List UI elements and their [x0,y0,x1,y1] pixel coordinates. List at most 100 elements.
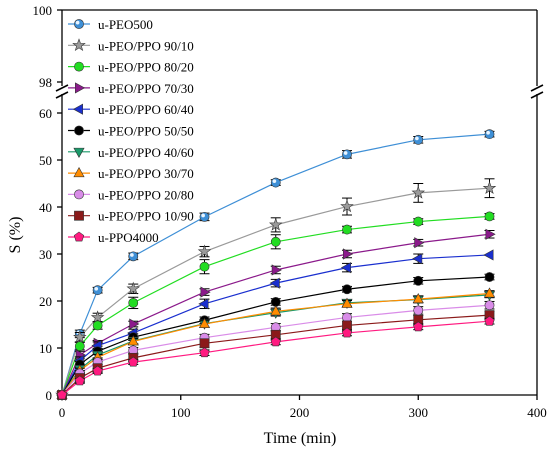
legend-marker-highlight [75,20,80,25]
data-point [484,300,495,311]
data-point [412,292,424,304]
data-point [270,297,281,307]
data-point [128,356,139,367]
x-tick-label-300: 300 [409,405,429,420]
data-point [413,134,424,145]
data-point [92,365,103,376]
data-point [482,181,497,194]
legend-label: u-PEO/PPO 40/60 [98,145,194,160]
x-tick-label-100: 100 [171,405,191,420]
data-point [342,284,352,295]
data-point [340,262,351,274]
series-8 [56,287,496,399]
y-tick-label-40: 40 [39,200,52,215]
data-point [413,216,424,227]
data-point [341,327,353,338]
data-point [199,261,210,272]
legend-marker [74,19,84,29]
legend-label: u-PEO/PPO 30/70 [98,166,194,181]
data-point [127,335,139,346]
y-tick-label-98: 98 [39,75,52,90]
data-point-highlight [415,136,419,141]
legend-item-6: u-PEO/PPO 50/50 [68,124,194,139]
legend-item-9: u-PEO/PPO 20/80 [68,187,194,202]
data-point [484,129,495,140]
data-point [90,310,105,324]
data-point [341,297,353,308]
data-point [199,211,210,222]
y-axis-title: S (%) [7,217,24,254]
legend-item-7: u-PEO/PPO 40/60 [68,145,194,160]
data-point-highlight [130,253,134,257]
data-point-highlight [343,151,348,155]
legend-marker [75,82,86,94]
legend-marker [72,38,86,52]
data-point [128,251,139,262]
y-tick-label-100: 100 [33,3,53,18]
data-point [198,317,211,329]
y-tick-label-60: 60 [39,106,52,121]
data-point [74,375,85,386]
legend-label: u-PEO/PPO 90/10 [98,38,194,53]
legend-marker [73,147,85,158]
data-point-highlight [94,286,99,291]
data-point [129,318,140,330]
legend-marker [74,189,84,200]
legend-label: u-PEO/PPO 50/50 [98,124,194,139]
data-point [483,249,494,261]
series-11 [56,315,495,400]
data-point [342,224,352,235]
x-axis-title: Time (min) [264,430,337,447]
data-point [199,338,210,349]
legend-label: u-PEO/PPO 20/80 [98,187,194,202]
data-point-highlight [201,213,205,218]
legend-item-1: u-PEO500 [68,17,153,32]
series-10 [57,310,495,400]
x-ticks: 0 100 200 300 400 [59,395,547,420]
data-point [485,228,496,240]
data-point [268,217,283,231]
data-point [413,321,424,332]
break-mark-right-upper [530,84,544,92]
x-tick-label-400: 400 [527,405,547,420]
legend-item-3: u-PEO/PPO 80/20 [68,60,194,75]
legend-label: u-PEO/PPO 10/90 [98,209,194,224]
data-point [56,389,68,400]
data-point [411,185,426,199]
data-point [199,347,210,358]
y-tick-label-20: 20 [39,294,52,309]
data-point [270,305,282,316]
data-point [74,341,85,352]
data-point [270,236,281,247]
data-point [73,330,87,343]
data-point [270,177,281,188]
legend-marker [74,210,84,221]
y-tick-label-50: 50 [39,153,52,168]
data-point [92,320,103,331]
legend-item-8: u-PEO/PPO 30/70 [68,166,194,181]
y-tick-label-10: 10 [39,341,52,356]
legend-label: u-PEO/PPO 70/30 [98,81,194,96]
x-tick-label-200: 200 [290,405,310,420]
data-point [412,253,423,265]
legend: u-PEO500 u-PEO/PPO 90/10 u-PEO/PPO 80/20 u-… [68,17,194,245]
data-point [483,287,496,298]
y-ticks: 0 10 20 30 40 50 60 [39,106,62,403]
y-tick-label-0: 0 [46,388,53,403]
break-mark-left-upper [55,84,69,92]
data-point [484,272,495,282]
legend-item-2: u-PEO/PPO 90/10 [68,38,194,53]
data-point [340,199,354,213]
legend-marker [73,166,85,178]
x-tick-label-0: 0 [59,405,66,420]
legend-item-5: u-PEO/PPO 60/40 [68,102,194,117]
data-point-highlight [486,130,490,135]
data-point [126,281,141,295]
data-point [271,264,282,276]
data-point [198,298,209,310]
lower-panel: 0 10 20 30 40 50 60 0 100 200 300 400 [39,94,547,420]
data-point [484,315,495,326]
data-point [200,286,211,298]
legend-label: u-PEO500 [98,17,153,32]
